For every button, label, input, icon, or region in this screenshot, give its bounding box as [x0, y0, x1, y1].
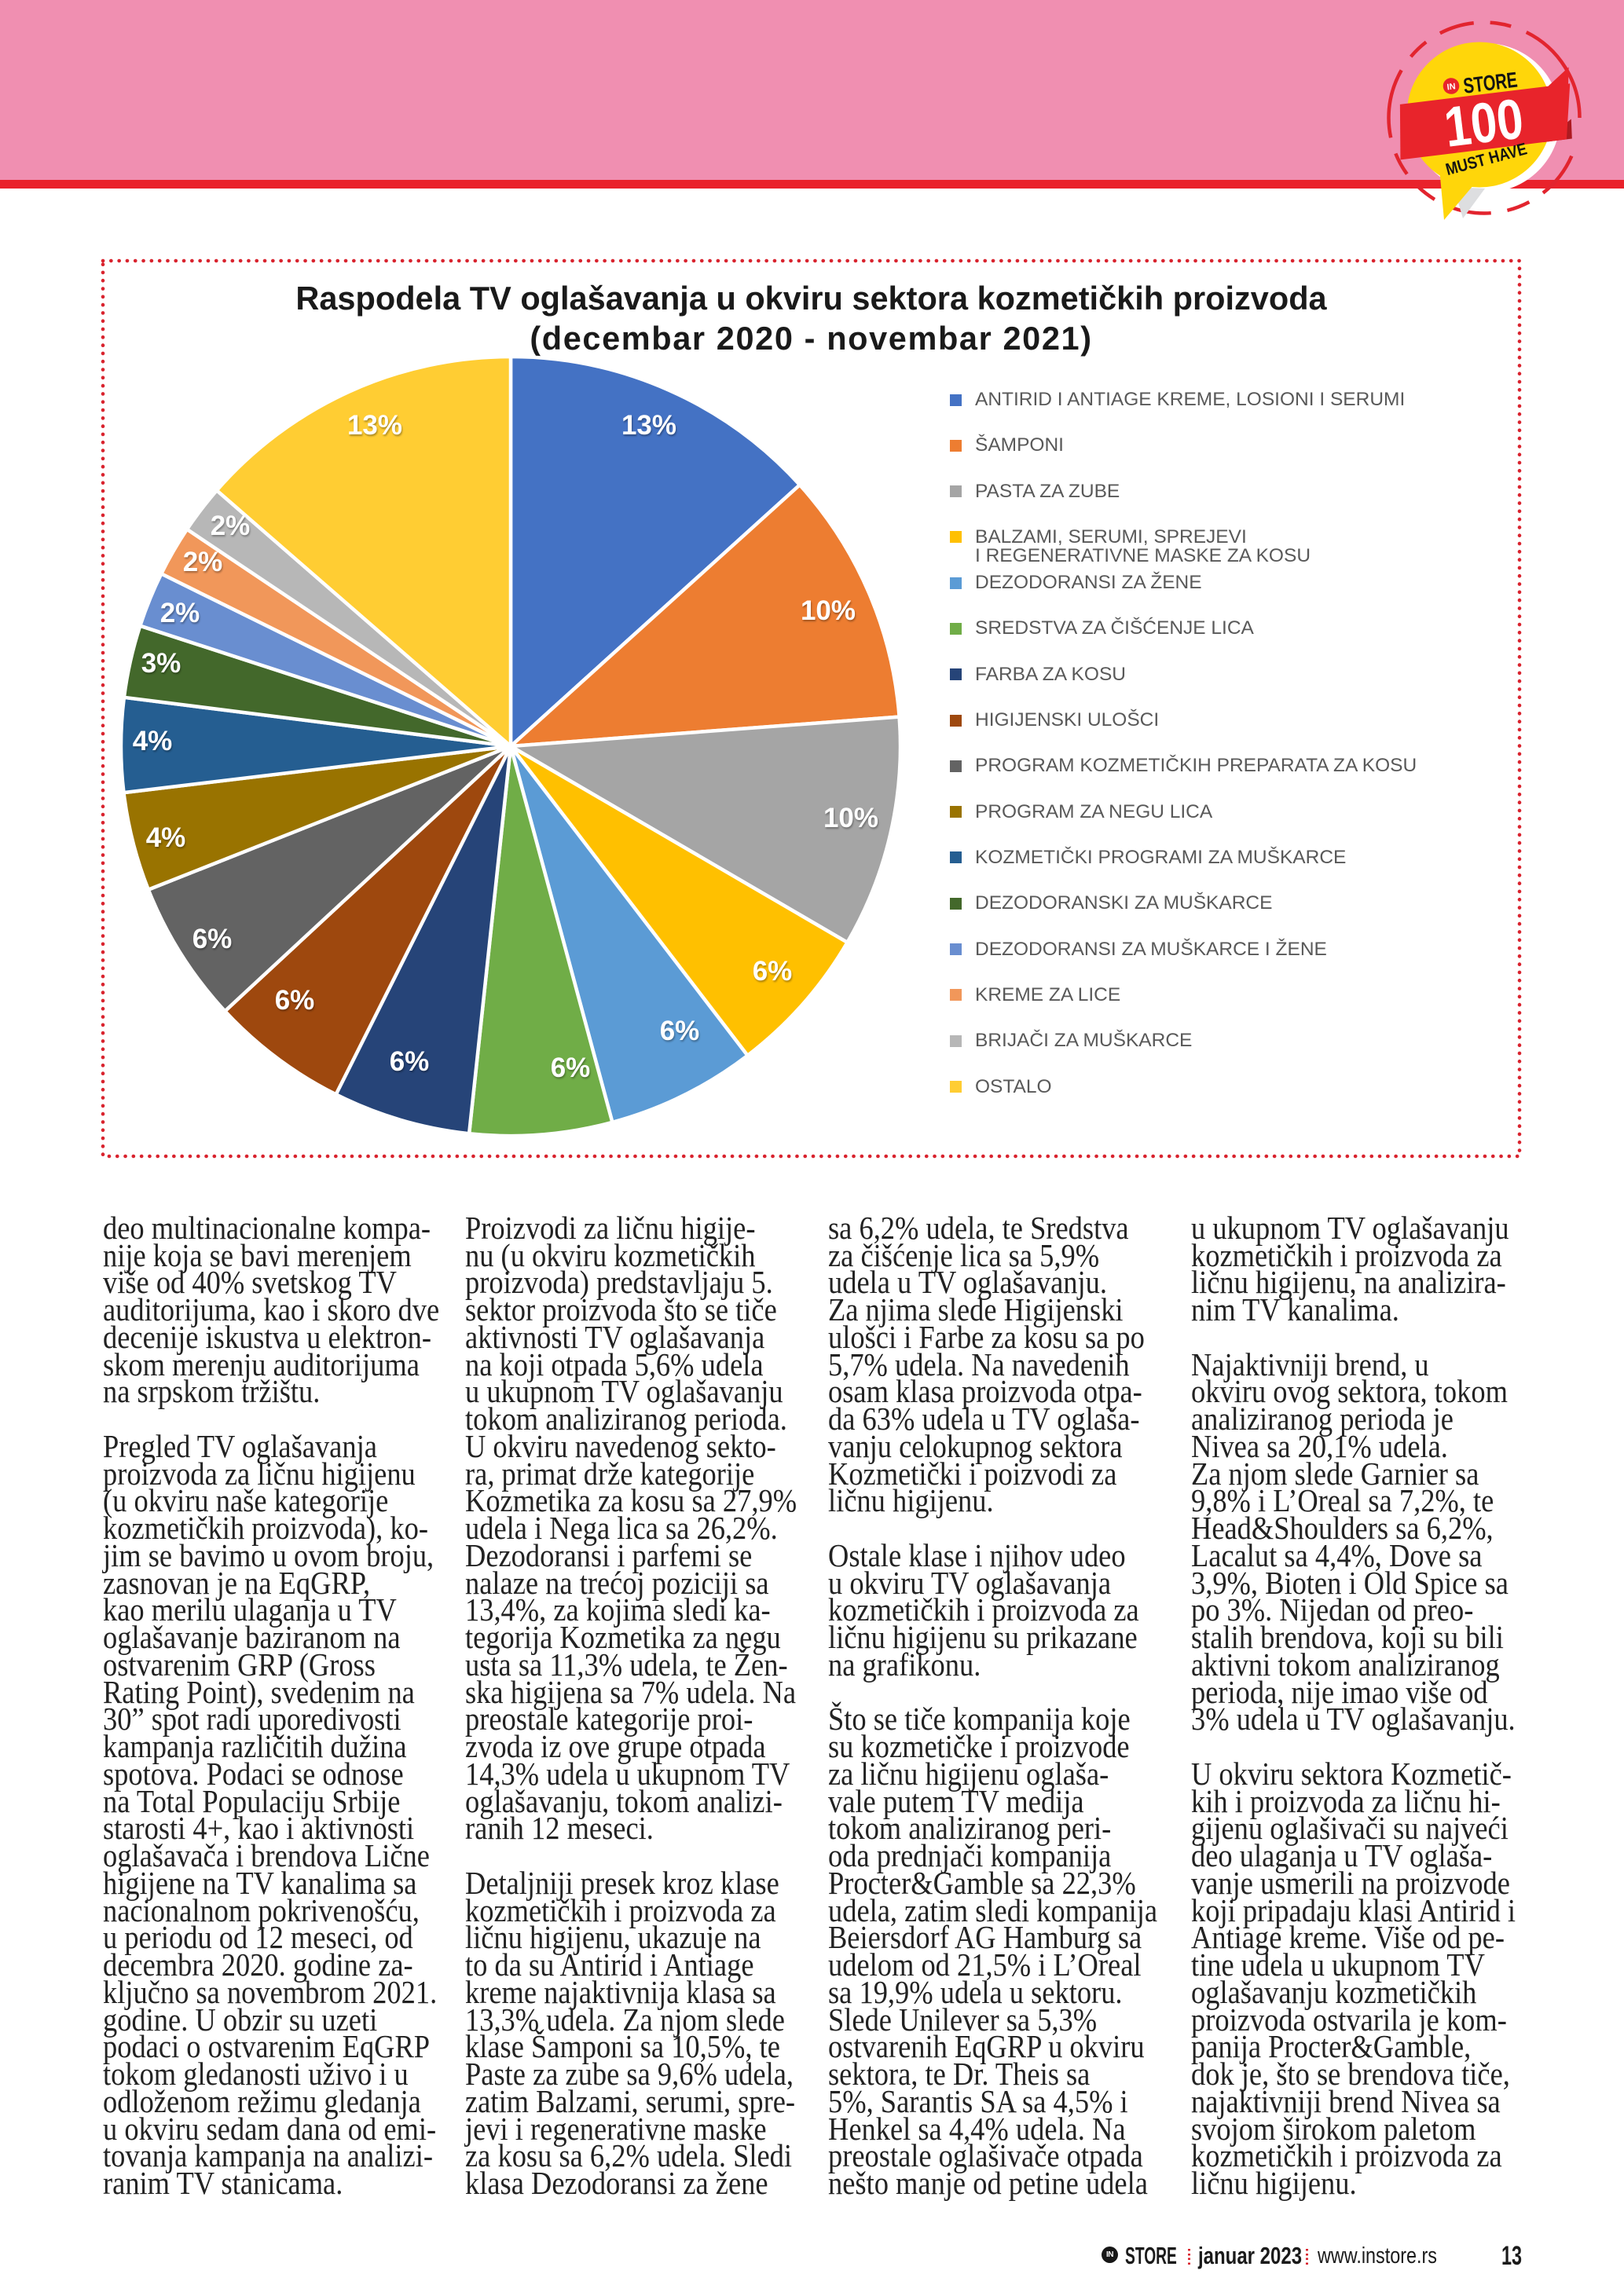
svg-text:4%: 4% [133, 726, 173, 756]
svg-text:13%: 13% [347, 410, 402, 441]
svg-text:10%: 10% [801, 595, 856, 626]
svg-text:2%: 2% [211, 511, 251, 541]
svg-text:6%: 6% [551, 1053, 591, 1083]
svg-text:100: 100 [1441, 87, 1527, 159]
svg-text:2%: 2% [160, 598, 200, 628]
svg-text:6%: 6% [660, 1016, 700, 1046]
svg-text:6%: 6% [275, 985, 315, 1016]
svg-text:10%: 10% [823, 803, 878, 833]
svg-text:IN: IN [1446, 82, 1456, 92]
svg-text:6%: 6% [390, 1046, 430, 1077]
svg-text:3%: 3% [141, 648, 181, 679]
svg-text:4%: 4% [146, 822, 186, 853]
svg-text:13%: 13% [621, 410, 676, 441]
svg-text:6%: 6% [753, 956, 793, 987]
svg-text:6%: 6% [192, 924, 233, 954]
svg-text:2%: 2% [183, 547, 223, 577]
